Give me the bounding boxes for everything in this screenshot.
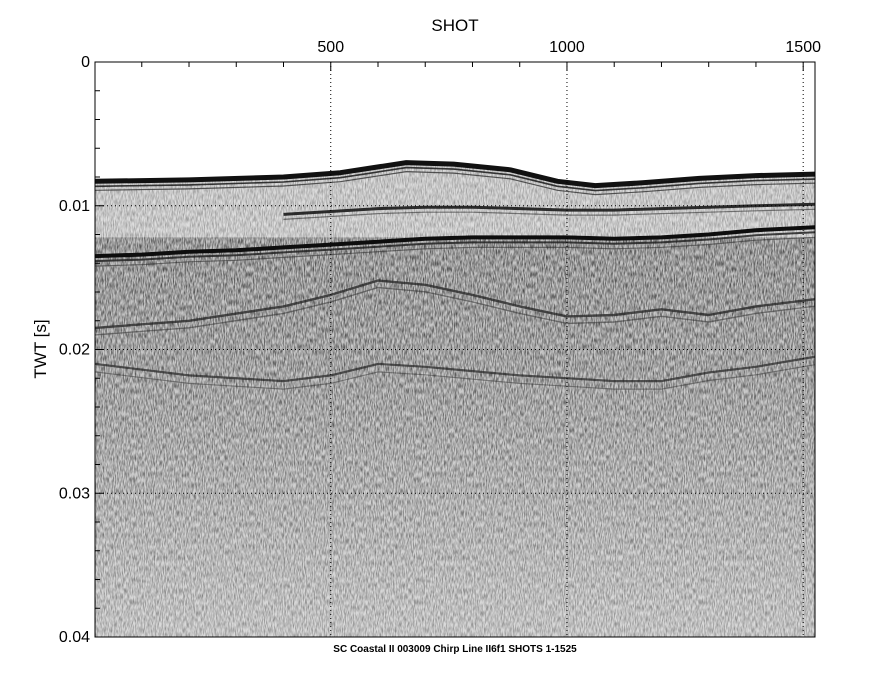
reflector-strong-reflector-trace-0 <box>95 225 815 259</box>
y-tick-label-0.01: 0.01 <box>59 198 90 215</box>
reflector-deep-reflector-1-trace-1 <box>95 286 815 336</box>
y-tick-label-0.03: 0.03 <box>59 485 90 502</box>
reflector-deep-reflector-1 <box>95 279 815 336</box>
x-tick-label-1500: 1500 <box>785 39 821 56</box>
reflector-deep-reflector-2 <box>95 355 815 390</box>
grid-layer <box>95 62 815 637</box>
y-tick-label-0.02: 0.02 <box>59 342 90 359</box>
reflector-seafloor-trace-0 <box>95 160 815 189</box>
chart-caption: SC Coastal II 003009 Chirp Line II6f1 SH… <box>333 644 577 655</box>
reflector-strong-reflector <box>95 225 815 267</box>
reflector-deep-reflector-2-trace-1 <box>95 364 815 390</box>
reflector-deep-reflector-2-trace-0 <box>95 355 815 383</box>
reflector-strong-reflector-trace-2 <box>95 236 815 267</box>
y-tick-label-0: 0 <box>81 54 90 71</box>
x-tick-label-1000: 1000 <box>549 39 585 56</box>
reflector-seafloor <box>95 160 815 196</box>
tick-layer: 500 1000 1500 0 0.01 0.02 0.03 0.04 <box>59 39 821 646</box>
y-tick-label-0.04: 0.04 <box>59 629 90 646</box>
x-tick-label-500: 500 <box>317 39 344 56</box>
reflector-internal-reflector-1-trace-1 <box>283 208 815 220</box>
reflector-seafloor-trace-1 <box>95 166 815 192</box>
reflector-layer <box>95 160 815 390</box>
reflector-internal-reflector-1 <box>283 202 815 220</box>
reflector-seafloor-trace-2 <box>95 171 815 196</box>
reflector-deep-reflector-1-trace-0 <box>95 279 815 330</box>
seismic-section <box>95 160 815 637</box>
y-axis-title: TWT [s] <box>31 319 50 378</box>
reflector-strong-reflector-trace-1 <box>95 231 815 263</box>
reflector-internal-reflector-1-trace-0 <box>283 202 815 216</box>
x-axis-title: SHOT <box>431 16 478 35</box>
